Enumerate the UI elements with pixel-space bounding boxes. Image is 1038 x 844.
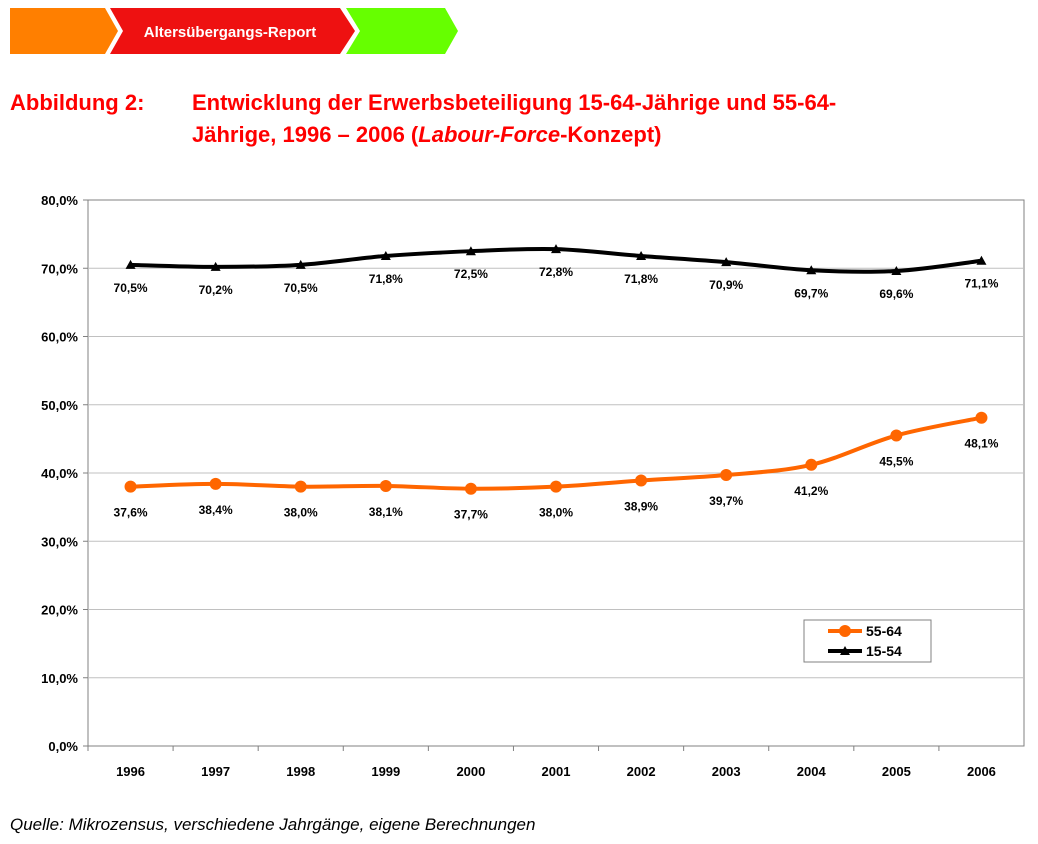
- title-part: Jährige, 1996 – 2006 (: [192, 122, 419, 147]
- x-tick-label: 2003: [712, 764, 741, 779]
- data-label-15-54: 69,7%: [794, 286, 828, 300]
- data-point-55-64: [550, 480, 562, 493]
- legend-label-15-54: 15-54: [866, 643, 902, 659]
- legend: 55-64 15-54: [803, 619, 932, 663]
- x-tick-label: 2004: [797, 764, 827, 779]
- x-tick-label: 1996: [116, 764, 145, 779]
- x-tick-label: 2001: [542, 764, 571, 779]
- data-point-15-54: [636, 250, 647, 260]
- legend-marker-55-64: [839, 625, 851, 637]
- data-label-15-54: 70,9%: [709, 278, 743, 292]
- legend-box: [803, 619, 932, 663]
- data-point-55-64: [975, 411, 988, 424]
- data-label-15-54: 72,5%: [454, 267, 488, 281]
- data-point-15-54: [210, 261, 221, 271]
- y-tick-label: 0,0%: [48, 739, 78, 754]
- data-point-15-54: [806, 265, 817, 275]
- data-label-55-64: 38,0%: [539, 506, 573, 520]
- y-tick-label: 50,0%: [41, 398, 78, 413]
- data-label-55-64: 37,6%: [114, 506, 148, 520]
- y-tick-label: 40,0%: [41, 466, 78, 481]
- x-tick-label: 2002: [627, 764, 656, 779]
- data-point-15-54: [721, 257, 732, 267]
- legend-marker-15-54: [840, 646, 850, 655]
- data-point-55-64: [805, 458, 818, 471]
- data-point-15-54: [891, 265, 902, 275]
- data-point-55-64: [209, 477, 222, 490]
- y-tick-label: 10,0%: [41, 671, 78, 686]
- data-point-55-64: [635, 474, 648, 487]
- data-label-55-64: 45,5%: [879, 454, 913, 468]
- data-point-55-64: [464, 482, 477, 495]
- y-tick-label: 20,0%: [41, 603, 78, 618]
- source-note: Quelle: Mikrozensus, verschiedene Jahrgä…: [10, 815, 536, 834]
- figure-number: Abbildung 2:: [10, 90, 145, 115]
- data-point-15-54: [125, 259, 136, 269]
- data-point-15-54: [465, 246, 476, 256]
- banner-label: Altersübergangs-Report: [144, 24, 317, 41]
- data-label-15-54: 70,5%: [284, 281, 318, 295]
- figure-title-line1: Entwicklung der Erwerbsbeteiligung 15-64…: [192, 90, 837, 115]
- data-point-15-54: [380, 250, 391, 260]
- data-point-55-64: [890, 429, 903, 442]
- data-point-15-54: [295, 259, 306, 269]
- data-label-15-54: 72,8%: [539, 265, 573, 279]
- data-label-15-54: 71,8%: [624, 272, 658, 286]
- x-tick-label: 2006: [967, 764, 996, 779]
- data-point-55-64: [720, 469, 733, 482]
- data-label-55-64: 48,1%: [964, 437, 998, 451]
- data-label-15-54: 69,6%: [879, 287, 913, 301]
- title-italic: Labour-Force: [418, 122, 561, 147]
- figure-title-line2: Jährige, 1996 – 2006 (Labour-Force-Konze…: [192, 122, 661, 148]
- report-banner: Altersübergangs-Report: [10, 8, 458, 54]
- data-label-15-54: 70,5%: [114, 281, 148, 295]
- x-tick-label: 1999: [371, 764, 400, 779]
- data-point-55-64: [379, 479, 392, 492]
- data-label-55-64: 39,7%: [709, 494, 743, 508]
- x-tick-label: 2005: [882, 764, 911, 779]
- legend-label-55-64: 55-64: [866, 623, 902, 639]
- banner-orange-segment: [10, 8, 118, 54]
- x-tick-label: 2000: [456, 764, 485, 779]
- y-tick-label: 80,0%: [41, 193, 78, 208]
- data-label-55-64: 38,0%: [284, 506, 318, 520]
- data-label-55-64: 41,2%: [794, 484, 828, 498]
- data-label-55-64: 38,9%: [624, 500, 658, 514]
- data-point-15-54: [551, 244, 561, 254]
- banner-red-segment: [110, 8, 355, 54]
- data-label-15-54: 71,8%: [369, 272, 403, 286]
- x-tick-label: 1998: [286, 764, 315, 779]
- data-point-15-54: [976, 255, 987, 265]
- y-tick-label: 30,0%: [41, 534, 78, 549]
- data-label-55-64: 37,7%: [454, 508, 488, 522]
- data-point-55-64: [294, 480, 307, 493]
- y-tick-label: 70,0%: [41, 261, 78, 276]
- banner-green-segment: [346, 8, 458, 54]
- data-label-55-64: 38,4%: [199, 503, 233, 517]
- y-tick-label: 60,0%: [41, 330, 78, 345]
- title-part: -Konzept): [560, 122, 662, 147]
- x-tick-label: 1997: [201, 764, 230, 779]
- data-label-15-54: 70,2%: [199, 283, 233, 297]
- data-point-55-64: [124, 480, 137, 493]
- data-label-55-64: 38,1%: [369, 505, 403, 519]
- data-label-15-54: 71,1%: [964, 277, 998, 291]
